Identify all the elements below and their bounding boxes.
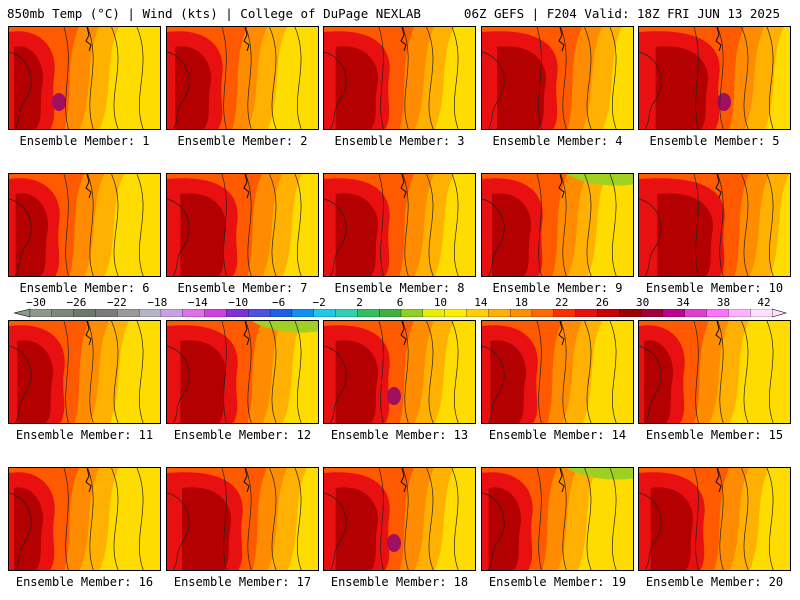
colorbar-tick-label: 22 xyxy=(555,296,569,309)
member-map-11 xyxy=(8,320,161,424)
colorbar-swatch xyxy=(684,309,707,317)
colorbar-swatch xyxy=(619,309,642,317)
member-label: Ensemble Member: 2 xyxy=(177,134,308,148)
colorbar-tick-label: −6 xyxy=(272,296,286,309)
colorbar-tick-label: −10 xyxy=(228,296,249,309)
member-label: Ensemble Member: 6 xyxy=(19,281,150,295)
member-map-10 xyxy=(638,173,791,277)
colorbar-tick-label: −22 xyxy=(106,296,127,309)
colorbar-swatch xyxy=(30,309,53,317)
member-map-5 xyxy=(638,26,791,130)
colorbar-swatch xyxy=(531,309,555,317)
member-map-19 xyxy=(481,467,634,571)
colorbar-swatch xyxy=(95,309,118,317)
member-label: Ensemble Member: 7 xyxy=(177,281,308,295)
colorbar-tick-label: −14 xyxy=(187,296,208,309)
colorbar-tick-label: 42 xyxy=(757,296,771,309)
colorbar-tick-label: −18 xyxy=(147,296,168,309)
member-map-13 xyxy=(323,320,476,424)
chart-title: 850mb Temp (°C) | Wind (kts) | College o… xyxy=(7,6,421,21)
colorbar-swatch xyxy=(488,309,511,317)
colorbar-swatch xyxy=(182,309,206,317)
member-map-20 xyxy=(638,467,791,571)
colorbar-tick-label: 34 xyxy=(676,296,690,309)
colorbar-tick-label: −30 xyxy=(26,296,46,309)
member-map-1 xyxy=(8,26,161,130)
member-label: Ensemble Member: 5 xyxy=(649,134,780,148)
colorbar-tick-label: 2 xyxy=(356,296,363,309)
colorbar-arrows xyxy=(13,308,788,318)
colorbar-tick-label: −2 xyxy=(312,296,326,309)
colorbar-swatch xyxy=(750,309,772,317)
colorbar-swatch xyxy=(269,309,293,317)
colorbar-swatch xyxy=(509,309,533,317)
colorbar-swatch xyxy=(313,309,336,317)
colorbar-swatch xyxy=(73,309,96,317)
member-label: Ensemble Member: 9 xyxy=(492,281,623,295)
member-label: Ensemble Member: 1 xyxy=(19,134,150,148)
colorbar-swatch xyxy=(226,309,249,317)
member-label: Ensemble Member: 11 xyxy=(15,428,154,442)
colorbar-swatch xyxy=(291,309,315,317)
colorbar-swatch xyxy=(553,309,577,317)
colorbar-swatch xyxy=(204,309,227,317)
colorbar-swatch xyxy=(444,309,467,317)
colorbar xyxy=(30,309,772,317)
colorbar-tick-label: 18 xyxy=(514,296,528,309)
member-label: Ensemble Member: 18 xyxy=(330,575,469,589)
colorbar-swatch xyxy=(117,309,140,317)
member-map-14 xyxy=(481,320,634,424)
colorbar-tick-label: 26 xyxy=(595,296,609,309)
member-label: Ensemble Member: 13 xyxy=(330,428,469,442)
member-label: Ensemble Member: 15 xyxy=(645,428,784,442)
member-label: Ensemble Member: 10 xyxy=(645,281,784,295)
colorbar-swatch xyxy=(466,309,489,317)
colorbar-tick-label: 38 xyxy=(716,296,731,309)
member-label: Ensemble Member: 14 xyxy=(488,428,627,442)
colorbar-swatch xyxy=(138,309,162,317)
member-map-16 xyxy=(8,467,161,571)
member-label: Ensemble Member: 8 xyxy=(334,281,465,295)
member-map-17 xyxy=(166,467,319,571)
member-map-7 xyxy=(166,173,319,277)
colorbar-swatch xyxy=(662,309,686,317)
colorbar-tick-label: 30 xyxy=(636,296,650,309)
member-map-8 xyxy=(323,173,476,277)
colorbar-swatch xyxy=(728,309,751,317)
colorbar-swatch xyxy=(335,309,358,317)
colorbar-swatch xyxy=(422,309,446,317)
member-map-15 xyxy=(638,320,791,424)
member-map-3 xyxy=(323,26,476,130)
colorbar-tick-label: −26 xyxy=(66,296,87,309)
member-label: Ensemble Member: 19 xyxy=(488,575,627,589)
valid-time: 06Z GEFS | F204 Valid: 18Z FRI JUN 13 20… xyxy=(463,6,780,21)
colorbar-swatch xyxy=(357,309,380,317)
member-label: Ensemble Member: 12 xyxy=(173,428,312,442)
colorbar-tick-label: 10 xyxy=(433,296,448,309)
member-label: Ensemble Member: 17 xyxy=(173,575,312,589)
member-map-9 xyxy=(481,173,634,277)
colorbar-swatch xyxy=(379,309,402,317)
colorbar-swatch xyxy=(597,309,620,317)
colorbar-tick-label: 14 xyxy=(474,296,488,309)
member-label: Ensemble Member: 16 xyxy=(15,575,154,589)
colorbar-swatch xyxy=(160,309,184,317)
colorbar-swatch xyxy=(51,309,75,317)
member-map-4 xyxy=(481,26,634,130)
member-map-18 xyxy=(323,467,476,571)
colorbar-swatch xyxy=(575,309,598,317)
colorbar-tick-label: 6 xyxy=(396,296,404,309)
member-map-12 xyxy=(166,320,319,424)
member-label: Ensemble Member: 3 xyxy=(334,134,465,148)
colorbar-swatch xyxy=(400,309,424,317)
member-map-2 xyxy=(166,26,319,130)
member-label: Ensemble Member: 4 xyxy=(492,134,623,148)
member-map-6 xyxy=(8,173,161,277)
colorbar-swatch xyxy=(248,309,271,317)
colorbar-swatch xyxy=(706,309,729,317)
member-label: Ensemble Member: 20 xyxy=(645,575,784,589)
colorbar-swatch xyxy=(640,309,664,317)
